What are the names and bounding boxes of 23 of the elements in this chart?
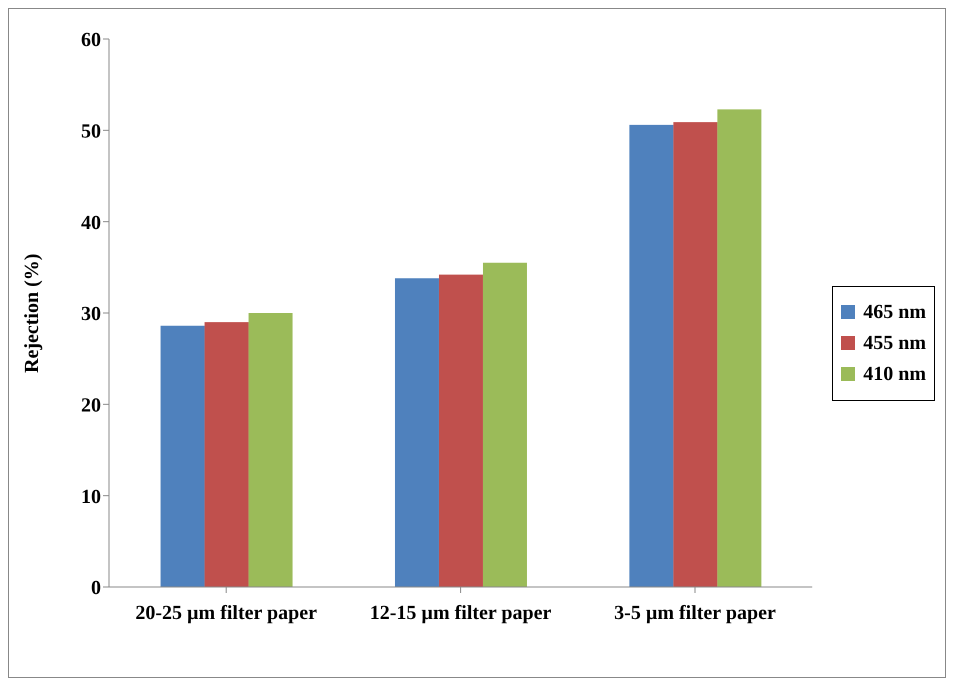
bar	[248, 313, 293, 587]
x-tick-label: 3-5 µm filter paper	[614, 602, 776, 624]
bar	[629, 124, 674, 587]
x-tick-label: 20-25 µm filter paper	[135, 602, 318, 624]
bar	[438, 274, 483, 587]
y-tick-label: 50	[81, 120, 101, 142]
x-tick-label: 12-15 µm filter paper	[370, 602, 552, 624]
y-tick-label: 60	[81, 29, 101, 52]
y-tick-label: 20	[81, 394, 101, 416]
y-tick-label: 30	[81, 303, 101, 326]
y-tick-label: 40	[81, 212, 101, 234]
y-tick-label: 0	[91, 577, 101, 600]
bar	[160, 326, 205, 587]
bar	[717, 109, 762, 587]
legend-label: 465 nm	[863, 300, 926, 324]
legend-label: 410 nm	[863, 362, 926, 386]
bar	[394, 278, 439, 587]
legend-label: 455 nm	[863, 332, 926, 354]
y-axis-title: Rejection (%)	[21, 254, 44, 373]
bar	[482, 262, 527, 587]
bar	[673, 122, 718, 587]
bar	[204, 322, 249, 587]
y-tick-label: 10	[81, 486, 101, 508]
